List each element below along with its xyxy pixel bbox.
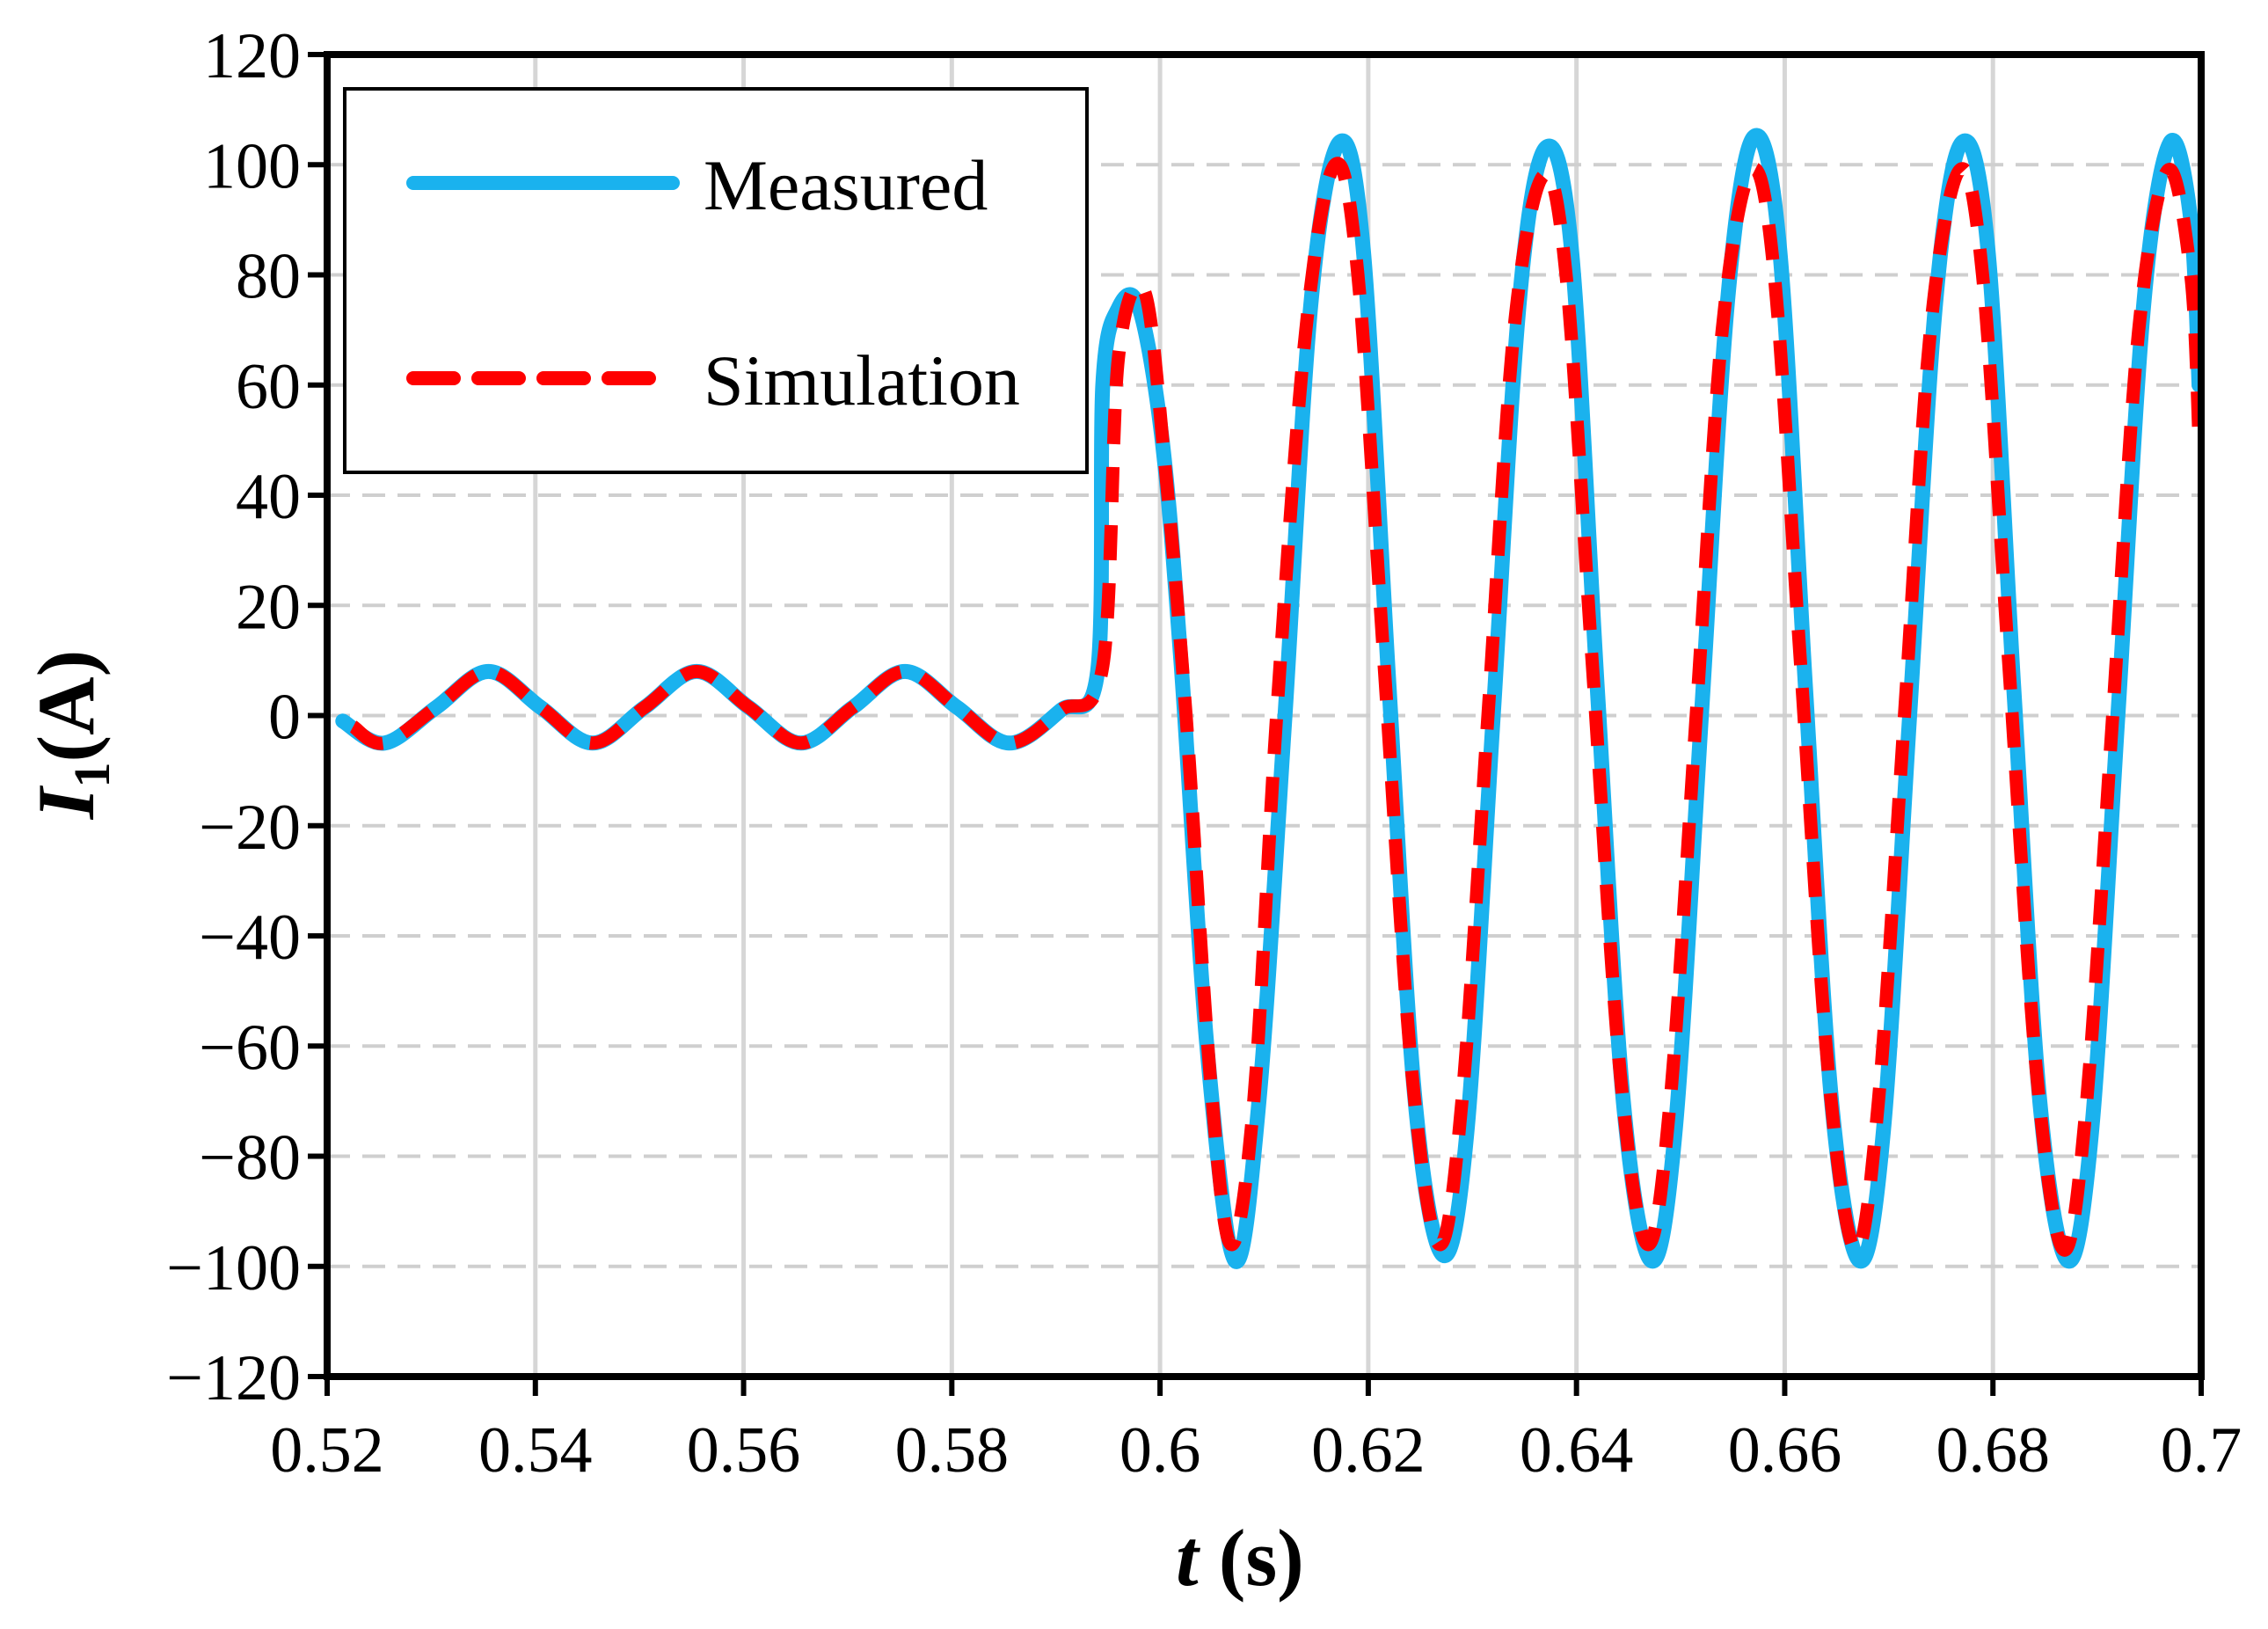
y-axis-title-subscript: 1	[63, 762, 120, 787]
x-axis-title-unit: (s)	[1199, 1513, 1304, 1603]
legend-label-simulation: Simulation	[704, 340, 1020, 420]
y-axis-title-variable: I	[21, 785, 111, 820]
y-axis-title-unit: (A)	[21, 650, 111, 763]
y-tick-label: 40	[236, 461, 301, 533]
y-tick-label: 80	[236, 241, 301, 313]
x-tick-label: 0.6	[1119, 1414, 1201, 1487]
x-axis-title-variable: t	[1176, 1513, 1200, 1603]
y-tick-label: 20	[236, 571, 301, 643]
y-tick-label: 100	[203, 130, 301, 202]
legend-label-measured: Measured	[704, 145, 988, 225]
legend-box	[343, 87, 1089, 474]
legend: Measured Simulation	[343, 87, 1089, 474]
x-axis-title: t (s)	[1176, 1513, 1304, 1603]
y-tick-label: −20	[199, 792, 301, 864]
y-tick-label: 60	[236, 351, 301, 423]
x-tick-label: 0.68	[1936, 1414, 2050, 1487]
y-tick-label: −100	[166, 1232, 301, 1304]
x-tick-label: 0.62	[1311, 1414, 1426, 1487]
y-tick-label: 0	[268, 682, 301, 754]
y-tick-label: −80	[199, 1122, 301, 1194]
series-line-simulation	[349, 157, 2201, 1257]
x-tick-label: 0.56	[687, 1414, 801, 1487]
x-tick-label: 0.7	[2161, 1414, 2242, 1487]
y-tick-label: −120	[166, 1342, 301, 1414]
x-tick-label: 0.64	[1520, 1414, 1634, 1487]
axis-ticks	[308, 52, 2204, 1396]
y-axis-title: I1(A)	[21, 650, 120, 821]
x-tick-label: 0.66	[1728, 1414, 1842, 1487]
series-layer	[335, 128, 2201, 1269]
x-tick-label: 0.54	[478, 1414, 593, 1487]
axis-tick-labels: 0.52 0.54 0.56 0.58 0.6 0.62 0.64 0.66 0.68 0.7 12…	[166, 20, 2242, 1487]
x-tick-label: 0.52	[270, 1414, 384, 1487]
y-tick-label: 120	[203, 20, 301, 92]
y-tick-label: −40	[199, 902, 301, 974]
x-tick-label: 0.58	[895, 1414, 1010, 1487]
y-tick-label: −60	[199, 1012, 301, 1084]
